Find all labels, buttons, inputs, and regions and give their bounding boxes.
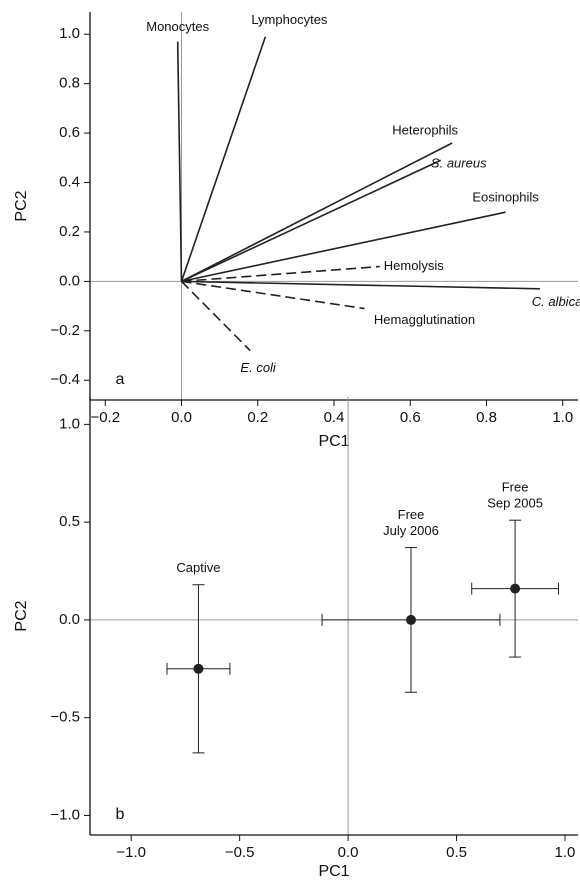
x-tick-label: 0.0: [338, 844, 359, 861]
y-tick-label: −0.2: [50, 322, 80, 339]
loading-vector: [181, 280, 365, 310]
loading-vector: [180, 280, 251, 352]
x-axis-label: PC1: [318, 433, 349, 450]
y-tick-label: −0.5: [50, 709, 80, 726]
x-tick-label: 0.2: [247, 409, 268, 426]
point: [193, 663, 204, 674]
loading-vector: [181, 159, 442, 283]
vector-label: S. aureus: [431, 156, 487, 171]
loading-vector: [181, 265, 380, 283]
vector-label: Heterophils: [392, 122, 458, 137]
panel-label: a: [116, 371, 125, 388]
x-tick-label: 1.0: [552, 409, 573, 426]
x-axis-label: PC1: [318, 863, 349, 880]
vector-label: Monocytes: [146, 19, 209, 34]
panel-label: b: [116, 806, 125, 823]
x-tick-label: −0.5: [225, 844, 255, 861]
point: [405, 614, 416, 625]
point-label: Captive: [176, 560, 220, 575]
y-axis-label: PC2: [13, 600, 30, 631]
y-tick-label: 1.0: [59, 25, 80, 42]
x-tick-label: −0.2: [90, 409, 120, 426]
vector-label: E. coli: [240, 360, 277, 375]
point-label: Free: [502, 480, 529, 495]
x-tick-label: 0.4: [324, 409, 345, 426]
point-label: Free: [398, 507, 425, 522]
loading-vector: [180, 36, 267, 282]
x-tick-label: 0.8: [476, 409, 497, 426]
vector-label: C. albicans: [532, 294, 580, 309]
loading-vector: [176, 41, 183, 282]
y-tick-label: 0.6: [59, 124, 80, 141]
vector-label: Hemagglutination: [374, 312, 475, 327]
x-tick-label: 0.5: [446, 844, 467, 861]
loading-vector: [181, 142, 453, 283]
loading-vector: [181, 211, 506, 283]
x-tick-label: 1.0: [555, 844, 576, 861]
point-label: Sep 2005: [487, 496, 543, 511]
y-tick-label: 0.4: [59, 173, 80, 190]
point-label: July 2006: [383, 523, 439, 538]
y-tick-label: 1.0: [59, 415, 80, 432]
loading-vector: [181, 280, 540, 290]
y-tick-label: 0.0: [59, 611, 80, 628]
y-tick-label: 0.5: [59, 513, 80, 530]
x-tick-label: −1.0: [116, 844, 146, 861]
y-tick-label: 0.0: [59, 272, 80, 289]
y-axis-label: PC2: [13, 190, 30, 221]
vector-label: Eosinophils: [472, 190, 539, 205]
y-tick-label: −1.0: [50, 806, 80, 823]
point: [510, 583, 521, 594]
vector-label: Hemolysis: [384, 258, 444, 273]
vector-label: Lymphocytes: [251, 12, 328, 27]
y-tick-label: −0.4: [50, 371, 80, 388]
y-tick-label: 0.2: [59, 223, 80, 240]
x-tick-label: 0.6: [400, 409, 421, 426]
x-tick-label: 0.0: [171, 409, 192, 426]
y-tick-label: 0.8: [59, 75, 80, 92]
